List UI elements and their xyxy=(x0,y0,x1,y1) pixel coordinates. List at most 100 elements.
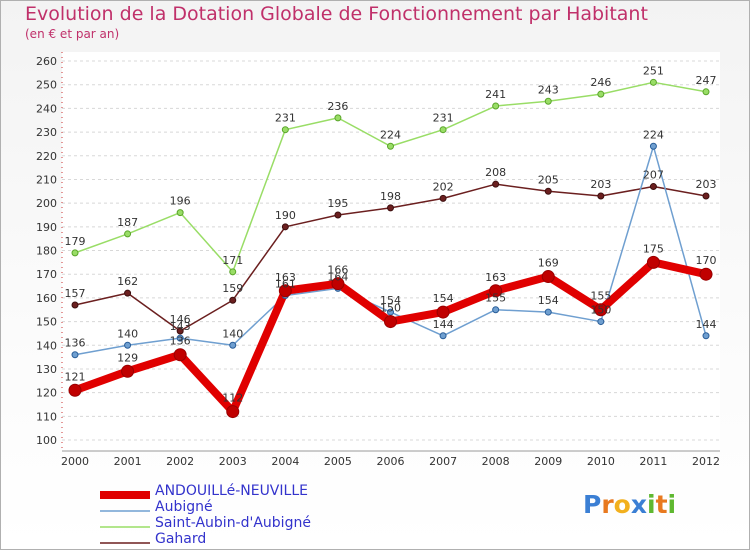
data-label: 150 xyxy=(380,302,401,315)
data-label: 170 xyxy=(696,254,717,267)
data-point-0 xyxy=(436,305,450,319)
data-label: 140 xyxy=(222,327,243,340)
data-point-3 xyxy=(649,183,657,191)
data-point-3 xyxy=(492,180,500,188)
data-label: 154 xyxy=(538,294,559,307)
logo-letter: x xyxy=(630,490,647,519)
data-label: 154 xyxy=(380,294,401,307)
data-label: 207 xyxy=(643,169,664,182)
y-tick-label: 110 xyxy=(36,410,57,423)
data-label: 150 xyxy=(590,304,611,317)
data-label: 157 xyxy=(65,287,86,300)
data-label: 166 xyxy=(327,264,348,277)
data-label: 129 xyxy=(117,351,138,364)
x-tick-label: 2007 xyxy=(429,455,457,468)
data-label: 163 xyxy=(275,271,296,284)
data-point-3 xyxy=(229,296,237,304)
x-tick-label: 2004 xyxy=(271,455,299,468)
data-point-2 xyxy=(439,126,447,134)
data-label: 203 xyxy=(590,178,611,191)
legend-item-aubigne: Aubigné xyxy=(100,499,360,516)
legend-item-saint-aubin: Saint-Aubin-d'Aubigné xyxy=(100,515,360,532)
data-label: 203 xyxy=(696,178,717,191)
data-label: 196 xyxy=(170,195,191,208)
data-point-1 xyxy=(229,341,237,349)
data-label: 121 xyxy=(65,370,86,383)
data-label: 144 xyxy=(433,318,454,331)
data-label: 246 xyxy=(590,76,611,89)
data-label: 231 xyxy=(275,112,296,125)
data-point-3 xyxy=(544,187,552,195)
data-point-3 xyxy=(387,204,394,212)
y-tick-label: 180 xyxy=(36,245,57,258)
data-label: 144 xyxy=(696,318,717,331)
data-point-2 xyxy=(387,142,394,150)
legend-item-andouille: ANDOUILLé-NEUVILLE xyxy=(100,483,360,500)
y-tick-label: 130 xyxy=(36,363,57,376)
plot-area xyxy=(62,52,720,451)
y-tick-label: 230 xyxy=(36,126,57,139)
data-point-1 xyxy=(176,334,184,342)
data-point-1 xyxy=(544,308,552,316)
y-tick-label: 260 xyxy=(36,55,57,68)
data-label: 162 xyxy=(117,275,138,288)
data-label: 179 xyxy=(65,235,86,248)
x-tick-label: 2002 xyxy=(166,455,194,468)
data-point-0 xyxy=(646,255,660,269)
data-point-2 xyxy=(649,78,657,86)
data-point-0 xyxy=(331,277,345,291)
data-point-1 xyxy=(702,332,710,340)
legend-swatch-saint-aubin xyxy=(100,526,150,528)
data-point-1 xyxy=(124,341,132,349)
data-point-3 xyxy=(281,223,289,231)
data-label: 202 xyxy=(433,180,454,193)
x-tick-label: 2005 xyxy=(324,455,352,468)
data-label: 146 xyxy=(170,313,191,326)
legend-swatch-aubigne xyxy=(100,510,150,512)
data-label: 171 xyxy=(222,254,243,267)
data-point-2 xyxy=(229,268,237,276)
data-label: 136 xyxy=(65,337,86,350)
x-tick-label: 2008 xyxy=(482,455,510,468)
data-label: 169 xyxy=(538,257,559,270)
y-tick-label: 240 xyxy=(36,102,57,115)
legend-label-saint-aubin: Saint-Aubin-d'Aubigné xyxy=(155,515,311,531)
data-point-2 xyxy=(702,88,710,96)
y-tick-label: 250 xyxy=(36,79,57,92)
data-point-1 xyxy=(597,318,605,326)
x-tick-label: 2010 xyxy=(587,455,615,468)
x-tick-label: 2001 xyxy=(114,455,142,468)
y-tick-label: 120 xyxy=(36,387,57,400)
data-label: 224 xyxy=(380,128,401,141)
y-tick-label: 210 xyxy=(36,173,57,186)
data-point-2 xyxy=(597,90,605,98)
chart-title: Evolution de la Dotation Globale de Fonc… xyxy=(25,3,648,25)
data-point-2 xyxy=(124,230,132,238)
y-tick-label: 190 xyxy=(36,221,57,234)
x-tick-label: 2006 xyxy=(377,455,405,468)
logo-letter: r xyxy=(601,490,614,519)
x-tick-label: 2011 xyxy=(639,455,667,468)
data-label: 190 xyxy=(275,209,296,222)
y-tick-label: 220 xyxy=(36,150,57,163)
data-point-3 xyxy=(597,192,605,200)
data-label: 164 xyxy=(327,270,348,283)
data-point-3 xyxy=(71,301,79,309)
data-point-0 xyxy=(699,267,713,281)
legend-swatch-andouille xyxy=(100,491,150,499)
data-point-2 xyxy=(281,126,289,134)
data-point-3 xyxy=(124,289,132,297)
data-label: 143 xyxy=(170,320,191,333)
data-label: 161 xyxy=(275,278,296,291)
data-point-2 xyxy=(492,102,500,110)
data-point-1 xyxy=(649,142,657,150)
legend-swatch-gahard xyxy=(100,542,150,544)
y-tick-label: 170 xyxy=(36,268,57,281)
data-label: 205 xyxy=(538,173,559,186)
data-point-3 xyxy=(439,194,447,202)
proxiti-logo: Proxiti xyxy=(583,490,676,519)
data-label: 241 xyxy=(485,88,506,101)
data-label: 231 xyxy=(433,112,454,125)
x-tick-label: 2012 xyxy=(692,455,720,468)
